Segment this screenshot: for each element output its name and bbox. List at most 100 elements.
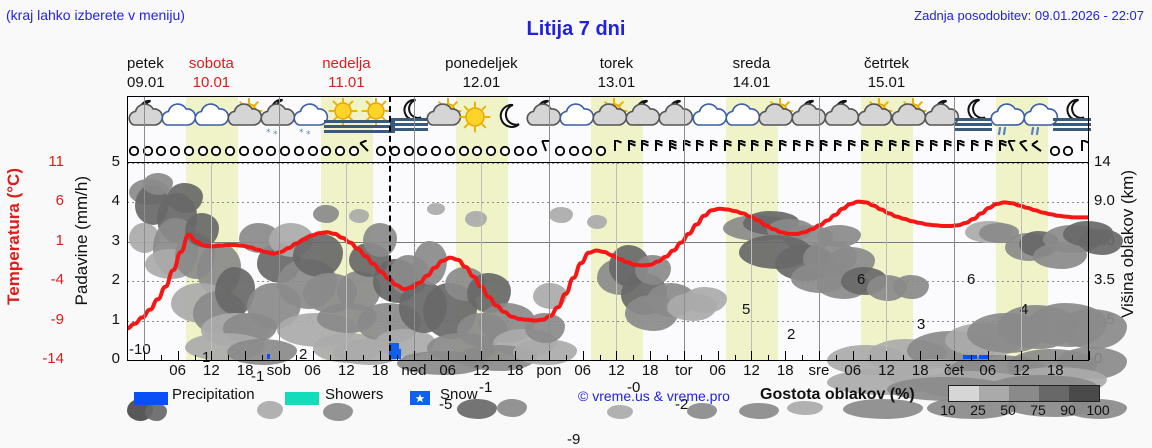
time-tickmark [684,351,685,360]
temperature-label: -9 [567,431,580,448]
day-date: 10.01 [144,73,279,92]
precipitation-tick-2: 3 [104,232,120,249]
day-name: nedelja [279,54,414,73]
day-name: petek [127,54,144,73]
time-tick-label: 06 [161,362,195,379]
time-tickmark [178,351,179,360]
time-tickmark [802,355,803,360]
time-tickmark [836,355,837,360]
day-date: 09.01 [127,73,144,92]
day-date: 13.01 [549,73,684,92]
time-tick-label: 18 [498,362,532,379]
time-tickmark [667,355,668,360]
temperature-tick-2: 1 [28,232,64,249]
cloud-density-step-label: 50 [993,402,1023,418]
cloud-density-step-label: 10 [933,402,963,418]
time-tick-label: 18 [768,362,802,379]
time-tick-label: tor [667,362,701,379]
time-tickmark [313,351,314,360]
day-name: ponedeljek [414,54,549,73]
current-time-marker [389,96,391,361]
day-date: 15.01 [819,73,954,92]
time-tickmark [735,355,736,360]
precipitation-tick-1: 4 [104,192,120,209]
cloud-density-segment [949,386,979,401]
time-tickmark [903,355,904,360]
time-tickmark [144,351,145,360]
time-tickmark [498,355,499,360]
time-tickmark [363,355,364,360]
cloud-density-step-label: 25 [963,402,993,418]
time-tick-label: 12 [464,362,498,379]
time-tick-label: 12 [734,362,768,379]
time-tick-label: 12 [194,362,228,379]
time-tickmark [346,351,347,360]
time-tickmark [330,355,331,360]
temperature-tick-1: 6 [28,192,64,209]
last-update-label: Zadnja posodobitev: 09.01.2026 - 22:07 [914,8,1144,23]
time-tickmark [211,351,212,360]
time-tick-label: 06 [836,362,870,379]
cloud-height-tick-0: 14 [1094,153,1128,170]
time-tickmark [1089,351,1090,360]
day-name: četrtek [819,54,954,73]
time-tickmark [448,351,449,360]
time-tickmark [937,355,938,360]
cloud-density-step-label: 100 [1083,402,1113,418]
temperature-tick-4: -9 [28,311,64,328]
time-tickmark [853,351,854,360]
time-tickmark [515,351,516,360]
time-tick-label: 18 [633,362,667,379]
cloud-density-segment [979,386,1009,401]
time-tick-label: 12 [599,362,633,379]
cloud-density-scale [948,385,1100,402]
time-tickmark [785,351,786,360]
time-tickmark [650,351,651,360]
time-tick-label: 18 [363,362,397,379]
time-tick-label: 18 [1038,362,1072,379]
time-tickmark [127,355,128,360]
time-tickmark [195,355,196,360]
cloud-density-segment [1069,386,1099,401]
time-tickmark [228,355,229,360]
time-tick-label: 06 [701,362,735,379]
time-tickmark [1055,351,1056,360]
time-tickmark [532,355,533,360]
temperature-tick-0: 11 [28,153,64,170]
cloud-density-segment [1039,386,1069,401]
time-tickmark [954,351,955,360]
cloud-density-segment [1009,386,1039,401]
day-date: 11.01 [279,73,414,92]
temperature-tick-3: -4 [28,271,64,288]
precipitation-tick-0: 5 [104,153,120,170]
plot-border [127,96,1089,361]
time-tick-label: pon [532,362,566,379]
time-tickmark [583,351,584,360]
time-tickmark [616,351,617,360]
time-tickmark [718,351,719,360]
time-tick-label: 06 [971,362,1005,379]
copyright-label[interactable]: © vreme.us & vreme.pro [578,388,730,404]
time-tickmark [1005,355,1006,360]
time-tickmark [262,355,263,360]
time-tick-label: 12 [869,362,903,379]
snow-legend-label: Snow [440,386,478,403]
time-tickmark [397,355,398,360]
time-tickmark [465,355,466,360]
time-tickmark [431,355,432,360]
day-name: sobota [144,54,279,73]
time-tickmark [549,351,550,360]
time-tickmark [1021,351,1022,360]
time-tick-label: 06 [296,362,330,379]
precipitation-tick-4: 1 [104,311,120,328]
time-tickmark [296,355,297,360]
time-tick-label: 06 [566,362,600,379]
